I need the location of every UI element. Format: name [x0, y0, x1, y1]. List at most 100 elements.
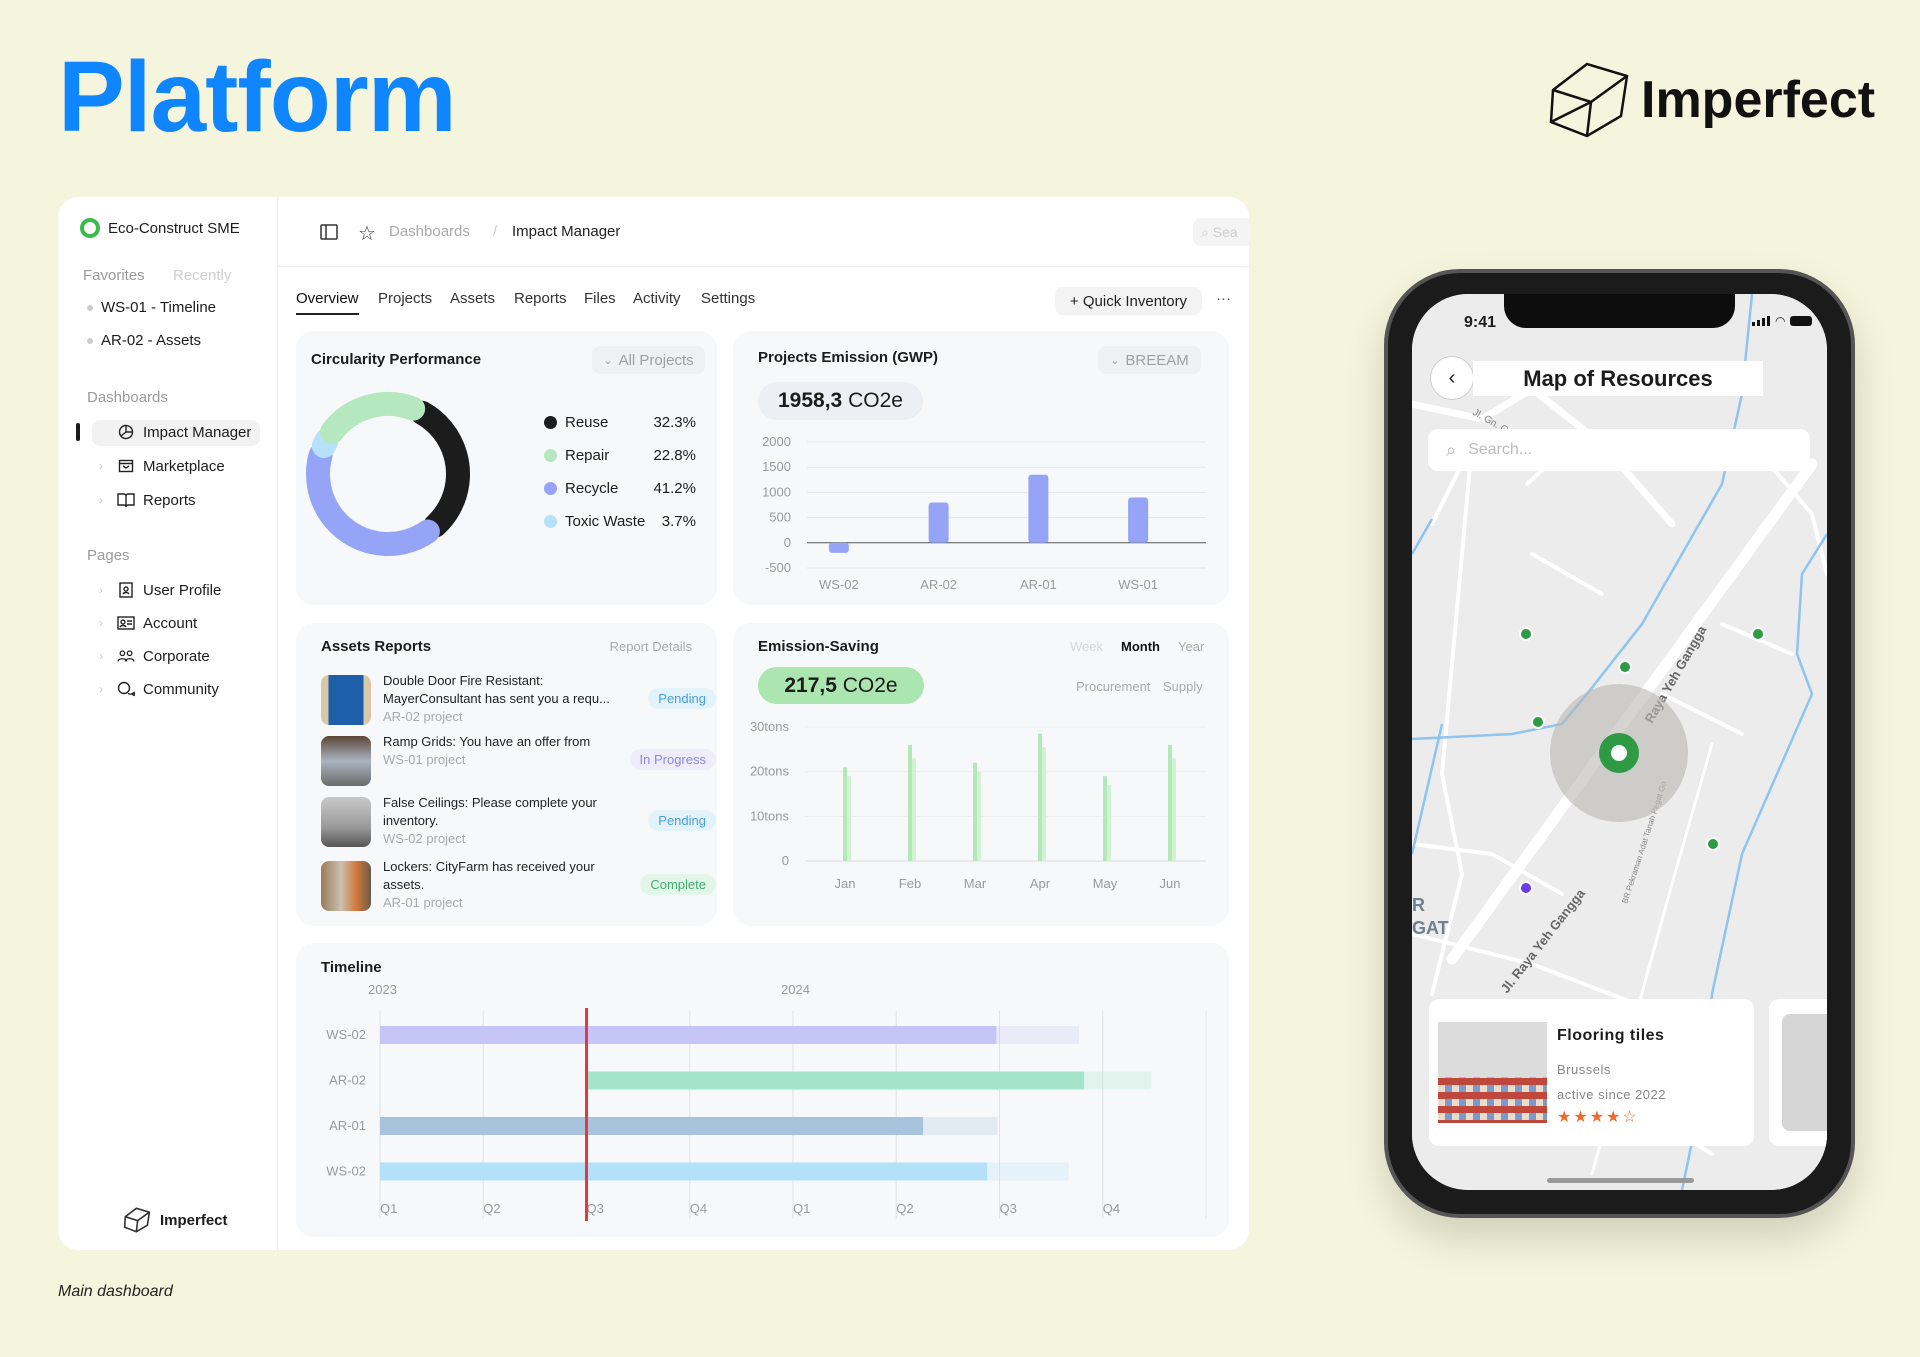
sidebar-item-label: Reports: [143, 491, 196, 509]
brand-logo: Imperfect: [1547, 60, 1875, 140]
tab-overview[interactable]: Overview: [296, 290, 359, 315]
legend-dot-icon: [544, 416, 557, 429]
more-icon[interactable]: ···: [1216, 290, 1231, 307]
bar-procurement-may[interactable]: [1103, 776, 1107, 861]
favorite-label: WS-01 - Timeline: [101, 299, 217, 316]
tab-favorites[interactable]: Favorites: [83, 267, 145, 284]
map-search-input[interactable]: ⌕ Search...: [1428, 429, 1810, 471]
x-tick-label: WS-01: [1118, 577, 1158, 592]
sidebar-toggle-icon[interactable]: [320, 224, 338, 245]
assets-reports-card: Assets Reports Report Details Double Doo…: [296, 623, 717, 926]
status-time: 9:41: [1464, 314, 1497, 331]
tab-files[interactable]: Files: [584, 290, 616, 307]
tab-recently[interactable]: Recently: [173, 267, 232, 284]
bar-ar-01[interactable]: [1028, 474, 1049, 543]
tab-reports[interactable]: Reports: [514, 290, 567, 307]
row-label: WS-02: [326, 1027, 366, 1042]
resource-pin-icon[interactable]: [1531, 715, 1545, 729]
org-switcher[interactable]: Eco-Construct SME: [80, 218, 240, 238]
bar-supply-apr[interactable]: [1042, 747, 1046, 861]
shop-icon: [117, 457, 135, 475]
donut-slice-toxic-waste[interactable]: [296, 382, 480, 566]
resource-pin-icon[interactable]: [1618, 660, 1632, 674]
chat-icon: [117, 680, 135, 698]
tab-projects[interactable]: Projects: [378, 290, 433, 307]
quick-inventory-button[interactable]: + Quick Inventory: [1055, 287, 1202, 315]
sidebar-item-marketplace[interactable]: › Marketplace: [99, 457, 225, 475]
donut-slice-recycle[interactable]: [296, 377, 485, 572]
standard-filter-dropdown[interactable]: ⌄ BREEAM: [1098, 346, 1201, 374]
bar-supply-feb[interactable]: [912, 758, 916, 861]
sidebar-item-community[interactable]: › Community: [99, 680, 219, 698]
asset-project: WS-02 project: [383, 831, 466, 846]
y-tick-label: 2000: [762, 434, 791, 449]
timeline-bar-ws-02[interactable]: [380, 1026, 997, 1044]
chevron-down-icon: ⌄: [1110, 354, 1120, 367]
bar-ws-01[interactable]: [1128, 497, 1149, 543]
timeline-bar-ar-02[interactable]: [586, 1071, 1085, 1090]
chevron-right-icon: ›: [99, 493, 103, 507]
donut-slice-repair[interactable]: [296, 376, 486, 572]
brand-name: Imperfect: [1641, 71, 1876, 129]
bar-ws-02[interactable]: [828, 542, 849, 553]
book-icon: [117, 491, 135, 509]
bar-procurement-jan[interactable]: [843, 767, 847, 861]
back-button[interactable]: ‹: [1430, 356, 1474, 400]
star-icon[interactable]: ☆: [358, 223, 376, 245]
report-details-link[interactable]: Report Details: [609, 639, 692, 654]
timeline-bar-ar-01[interactable]: [380, 1117, 924, 1135]
asset-report-item[interactable]: Lockers: CityFarm has received your asset…: [321, 858, 716, 914]
sidebar-item-impact-manager[interactable]: Impact Manager: [99, 423, 251, 441]
asset-report-item[interactable]: Double Door Fire Resistant: MayerConsulta…: [321, 672, 716, 728]
bar-supply-mar[interactable]: [977, 771, 981, 861]
search-icon: ⌕: [1446, 439, 1457, 460]
x-tick-label: Apr: [1030, 876, 1051, 891]
legend-label: Reuse: [565, 414, 609, 431]
favorite-item[interactable]: WS-01 - Timeline: [87, 299, 216, 316]
project-filter-dropdown[interactable]: ⌄ All Projects: [592, 346, 705, 374]
legend-item: Recycle: [544, 480, 618, 497]
search-placeholder: Sea: [1212, 224, 1238, 240]
period-month[interactable]: Month: [1121, 639, 1160, 654]
bar-procurement-mar[interactable]: [973, 762, 977, 861]
bar-supply-jan[interactable]: [847, 776, 851, 861]
resource-card[interactable]: Flooring tiles Brussels active since 202…: [1429, 999, 1754, 1146]
favorite-item[interactable]: AR-02 - Assets: [87, 332, 201, 349]
search-input[interactable]: ⌕ Sea: [1193, 218, 1249, 246]
caption: Main dashboard: [58, 1283, 173, 1300]
tab-assets[interactable]: Assets: [450, 290, 496, 307]
timeline-card: Timeline Q1 Q2 Q3 Q4 Q1 Q2 Q3 Q4 2023 2024 WS-02 AR…: [296, 943, 1229, 1237]
bar-supply-may[interactable]: [1107, 785, 1111, 861]
asset-thumbnail: [321, 797, 371, 847]
sidebar-item-corporate[interactable]: › Corporate: [99, 647, 210, 665]
filter-procurement[interactable]: Procurement: [1076, 679, 1151, 694]
resource-pin-icon[interactable]: [1706, 837, 1720, 851]
period-week[interactable]: Week: [1070, 639, 1103, 654]
period-year[interactable]: Year: [1178, 639, 1205, 654]
total-unit: CO2e: [842, 389, 903, 412]
dashboard-window: Eco-Construct SME Favorites Recently WS-…: [58, 197, 1249, 1250]
asset-project: WS-01 project: [383, 752, 466, 767]
resource-card-next[interactable]: [1769, 999, 1827, 1146]
asset-thumbnail: [321, 675, 371, 725]
sidebar-item-user-profile[interactable]: › User Profile: [99, 581, 221, 599]
filter-supply[interactable]: Supply: [1163, 679, 1203, 694]
asset-report-item[interactable]: Ramp Grids: You have an offer from WS-01 …: [321, 733, 716, 789]
status-badge: Pending: [648, 810, 716, 831]
bar-procurement-jun[interactable]: [1168, 744, 1172, 861]
resource-pin-icon[interactable]: [1751, 627, 1765, 641]
asset-report-item[interactable]: False Ceilings: Please complete your inve…: [321, 794, 716, 850]
breadcrumb-dashboards[interactable]: Dashboards: [389, 223, 470, 240]
bar-ar-02[interactable]: [928, 502, 949, 543]
bar-procurement-apr[interactable]: [1038, 733, 1042, 861]
bar-supply-jun[interactable]: [1172, 758, 1176, 861]
bar-procurement-feb[interactable]: [908, 744, 912, 861]
user-pin-icon[interactable]: [1519, 881, 1533, 895]
sidebar-item-reports[interactable]: › Reports: [99, 491, 196, 509]
timeline-bar-ws-02[interactable]: [380, 1162, 988, 1181]
tab-settings[interactable]: Settings: [701, 290, 756, 307]
sidebar-item-account[interactable]: › Account: [99, 614, 197, 632]
resource-pin-icon[interactable]: [1519, 627, 1533, 641]
chevron-left-icon: ‹: [1448, 366, 1456, 389]
tab-activity[interactable]: Activity: [633, 290, 681, 307]
